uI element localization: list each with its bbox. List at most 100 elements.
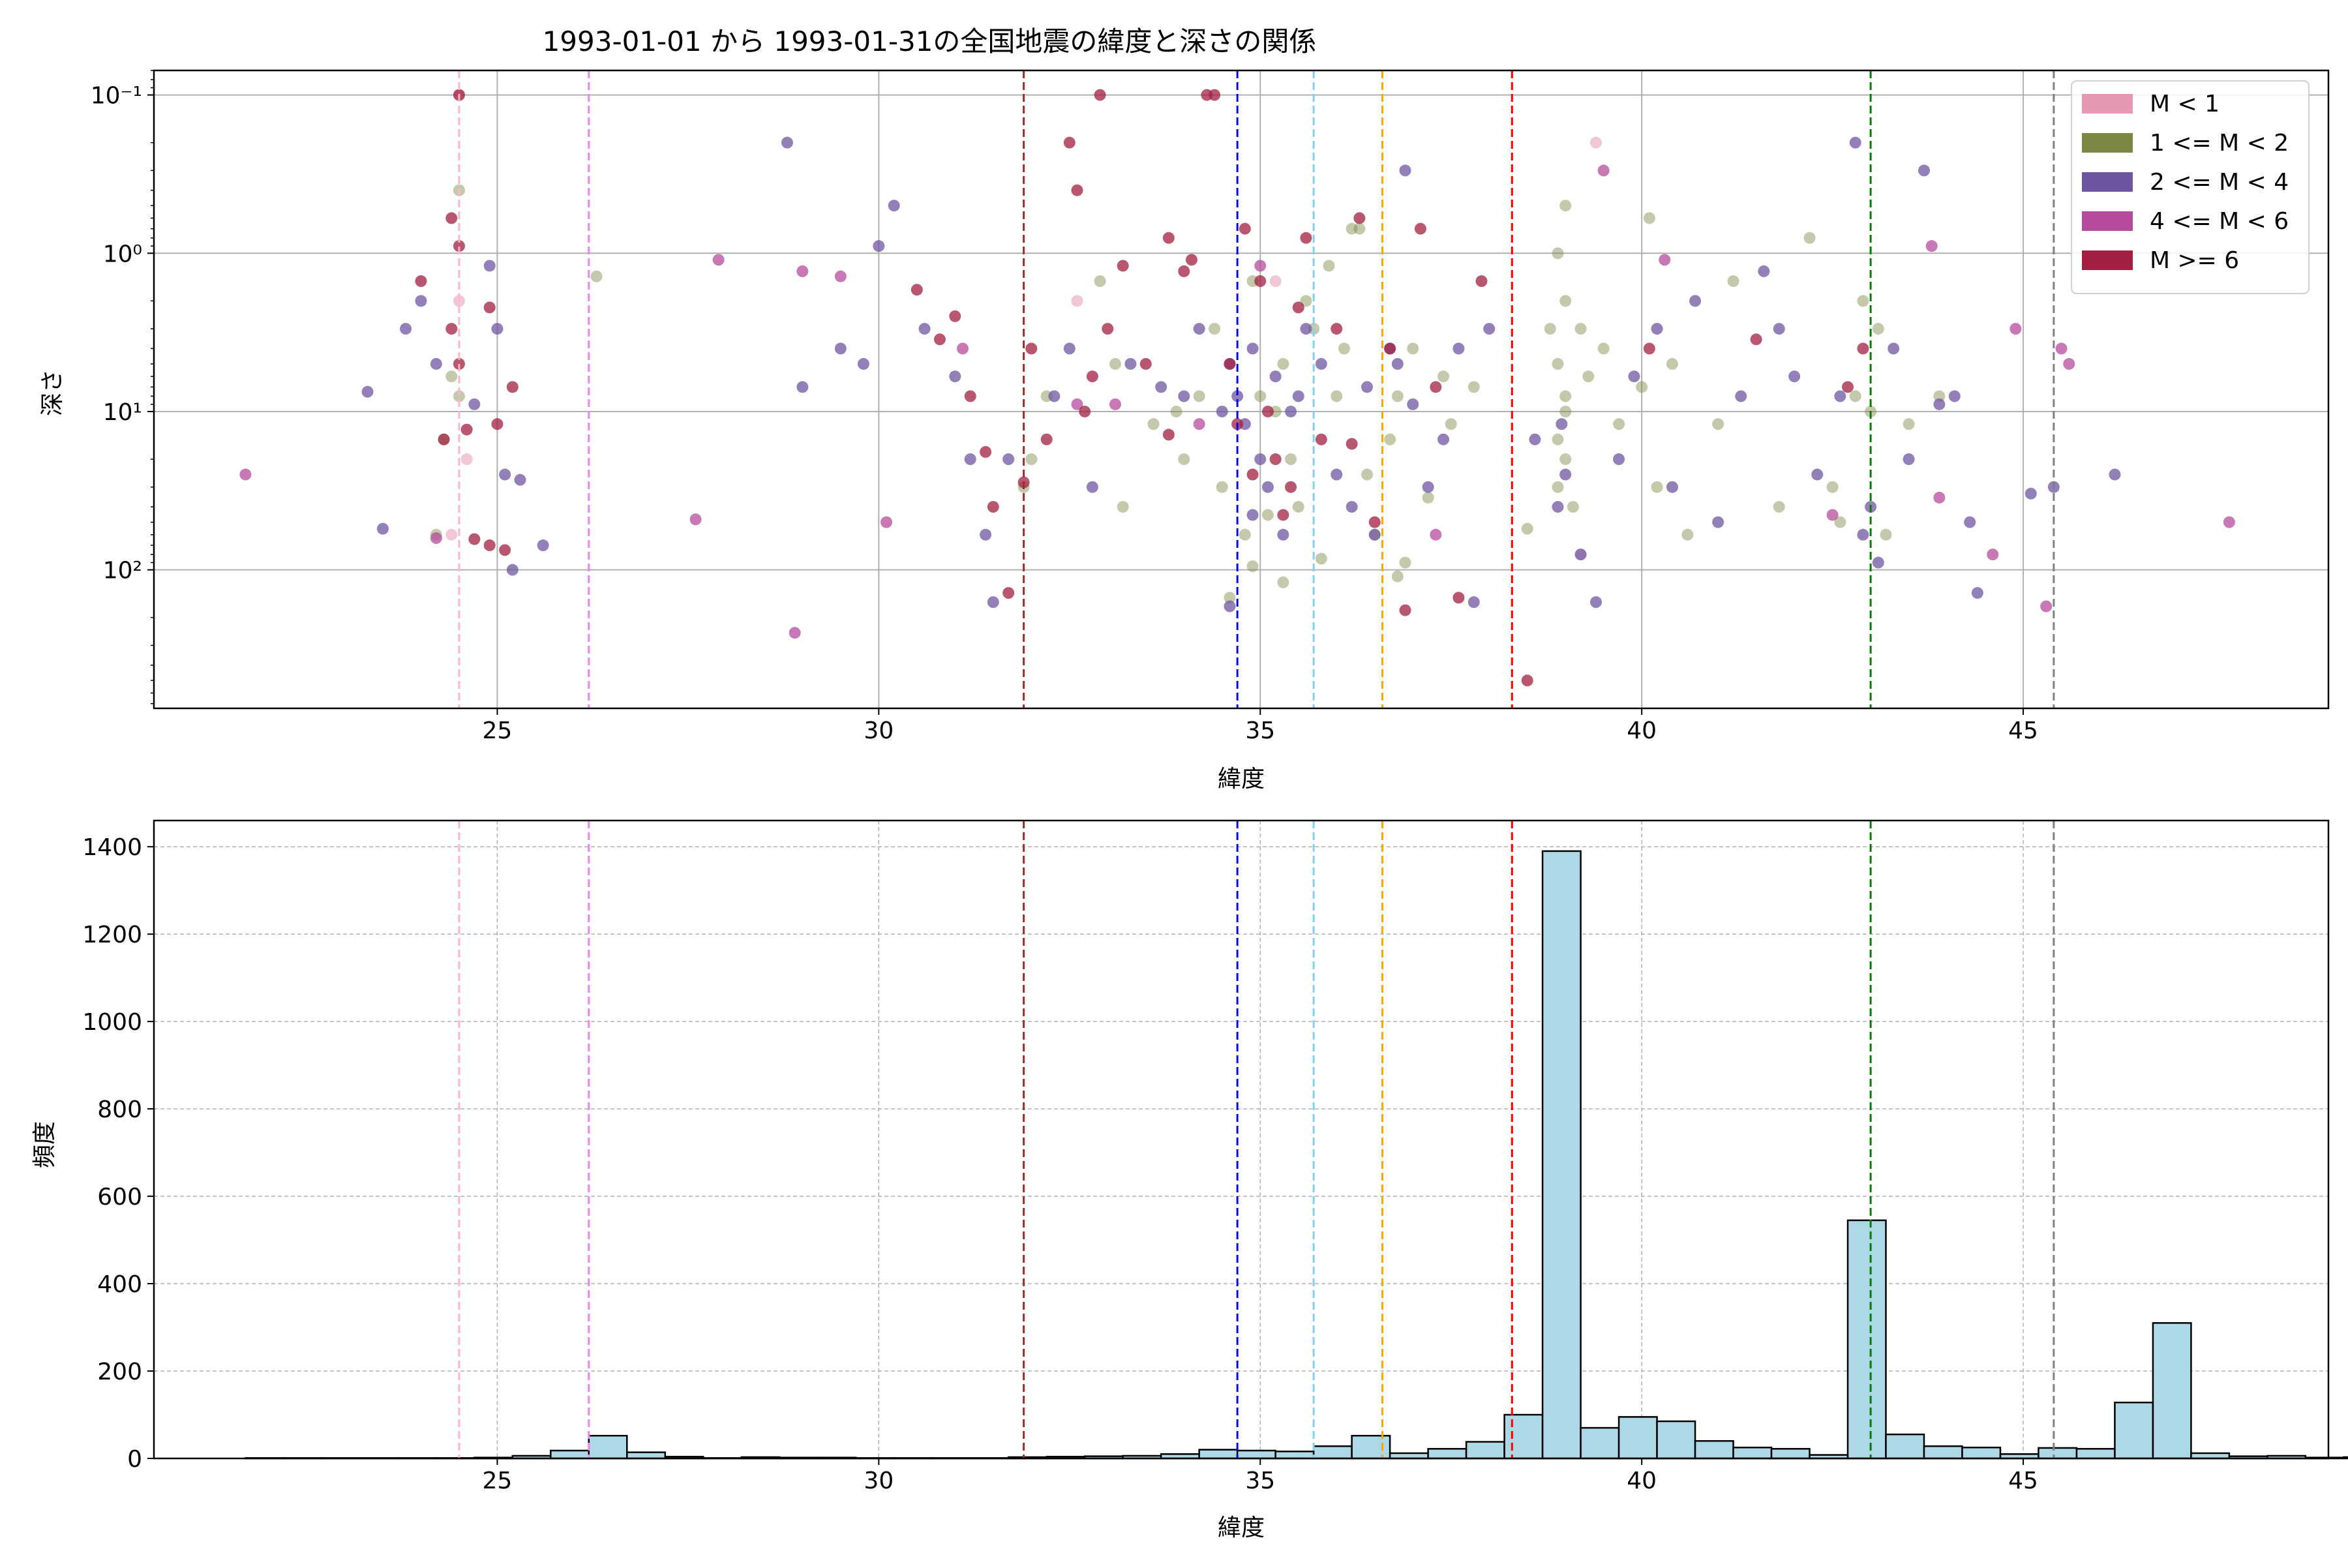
scatter-point (590, 270, 603, 282)
scatter-point (445, 528, 458, 541)
scatter-point (1559, 295, 1572, 307)
scatter-point (1209, 323, 1221, 335)
histogram-bar (1465, 1441, 1505, 1460)
scatter-point (1559, 405, 1572, 417)
scatter-point (491, 323, 504, 335)
scatter-point (987, 596, 999, 609)
histogram-x-tick-label: 25 (483, 1468, 513, 1494)
scatter-point (1269, 453, 1282, 466)
scatter-point (468, 398, 481, 410)
scatter-point (1888, 342, 1900, 355)
scatter-point (1292, 301, 1304, 314)
scatter-point (1224, 357, 1236, 370)
histogram-axes-frame (153, 819, 2330, 1460)
scatter-point (1239, 528, 1251, 541)
scatter-point (460, 423, 473, 436)
histogram-bar (2075, 1448, 2116, 1460)
scatter-point (880, 516, 893, 528)
scatter-point (1246, 342, 1259, 355)
scatter-point (1178, 265, 1190, 277)
scatter-point (1628, 370, 1640, 383)
scatter-point (918, 323, 931, 335)
scatter-point (1193, 390, 1205, 402)
scatter-point (1185, 254, 1197, 266)
histogram-bar (1541, 850, 1582, 1460)
scatter-point (453, 357, 465, 370)
scatter-point (1391, 570, 1404, 582)
scatter-point (2109, 468, 2121, 481)
scatter-point (1224, 600, 1236, 612)
scatter-point (400, 323, 412, 335)
histogram-bar (1312, 1445, 1353, 1460)
scatter-point (1261, 481, 1274, 493)
scatter-point (1254, 390, 1267, 402)
scatter-point (499, 468, 511, 481)
scatter-point (1483, 323, 1496, 335)
legend-label: 2 <= M < 4 (2150, 169, 2289, 196)
scatter-point (2040, 600, 2053, 612)
scatter-point (1224, 592, 1236, 604)
scatter-point (964, 453, 976, 466)
scatter-point (949, 370, 961, 383)
scatter-point (1399, 556, 1411, 569)
scatter-point (1521, 674, 1533, 687)
scatter-point (1277, 528, 1289, 541)
scatter-point (1651, 323, 1663, 335)
scatter-point (1933, 398, 1946, 410)
scatter-point (438, 433, 450, 445)
scatter-point (1597, 164, 1610, 177)
scatter-x-tick-label: 45 (2008, 717, 2038, 744)
scatter-point (445, 370, 458, 383)
histogram-y-tick-label: 1200 (82, 922, 142, 948)
scatter-point (911, 284, 923, 296)
scatter-x-tick-label: 25 (483, 717, 513, 744)
scatter-point (361, 385, 374, 398)
scatter-point (453, 390, 465, 402)
scatter-point (1170, 405, 1182, 417)
scatter-point (1025, 453, 1038, 466)
scatter-point (1292, 390, 1304, 402)
scatter-point (1331, 390, 1343, 402)
scatter-point (1872, 556, 1884, 569)
scatter-point (1048, 390, 1061, 402)
scatter-point (1597, 342, 1610, 355)
scatter-point (1589, 596, 1602, 609)
scatter-point (796, 381, 809, 393)
scatter-axes-frame (153, 69, 2330, 710)
legend-swatch (2082, 172, 2133, 192)
scatter-point (1857, 342, 1869, 355)
histogram-bar (1961, 1447, 2002, 1460)
scatter-point (1361, 468, 1374, 481)
scatter-point (1613, 418, 1625, 430)
scatter-point (1353, 212, 1366, 224)
scatter-point (1216, 405, 1228, 417)
scatter-y-tick-label: 10¹ (103, 399, 142, 426)
legend-swatch (2082, 250, 2133, 270)
scatter-point (1643, 342, 1655, 355)
scatter-point (1277, 509, 1289, 521)
scatter-point (781, 136, 793, 149)
legend-swatch (2082, 211, 2133, 231)
scatter-point (2024, 487, 2037, 500)
scatter-point (1758, 265, 1770, 277)
scatter-point (1582, 370, 1595, 383)
scatter-point (1209, 89, 1221, 101)
scatter-point (1987, 549, 1999, 561)
scatter-point (1849, 136, 1861, 149)
legend-label: M < 1 (2150, 91, 2220, 117)
scatter-point (2009, 323, 2022, 335)
scatter-point (1857, 528, 1869, 541)
scatter-x-tick-label: 30 (864, 717, 894, 744)
scatter-point (1689, 295, 1702, 307)
scatter-point (1437, 433, 1450, 445)
scatter-point (1261, 405, 1274, 417)
scatter-point (506, 381, 519, 393)
scatter-point (1300, 295, 1312, 307)
scatter-point (460, 453, 473, 466)
scatter-point (1559, 200, 1572, 212)
histogram-y-tick-label: 600 (97, 1184, 142, 1211)
scatter-point (1552, 247, 1564, 260)
scatter-point (1643, 212, 1655, 224)
histogram-panel: 25 30 35 40 45 0 200 400 600 800 1000 1200 1400 (82, 819, 2348, 1494)
histogram-bar (1732, 1447, 1773, 1460)
